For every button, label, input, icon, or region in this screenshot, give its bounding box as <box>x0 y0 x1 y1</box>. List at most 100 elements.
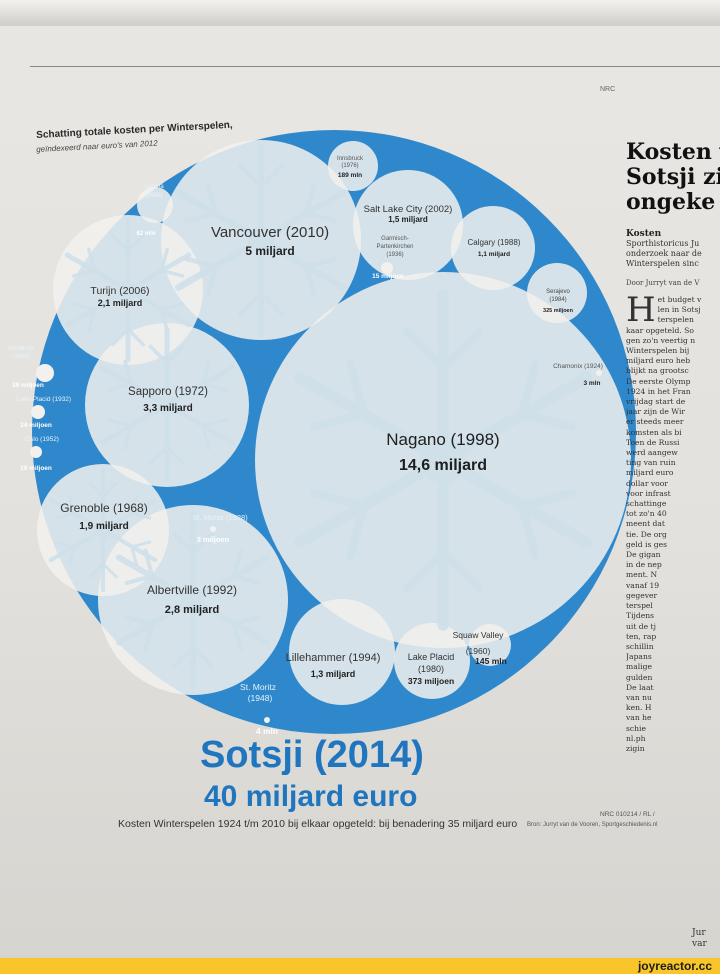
dropcap-letter: H <box>626 290 656 330</box>
article-headline-1: Kosten v <box>626 140 720 165</box>
article-footer-2: var <box>692 939 707 949</box>
bubble-innsbruck76 <box>328 141 378 191</box>
article-body-line-16: ting van ruin <box>626 458 676 468</box>
article-body-line-7: blijkt na grootsc <box>626 366 689 376</box>
article-body-line-18: dollar voor <box>626 478 668 488</box>
label-value-grenoble: 1,9 miljard <box>79 521 128 532</box>
label-city-sarajevo: (1984) <box>549 297 566 303</box>
article-body-line-38: De laat <box>626 682 654 692</box>
label-city-lakeplacid32: Lake Placid (1932) <box>17 396 71 403</box>
banner-text: joyreactor.cc <box>637 959 712 973</box>
folded-page-edge <box>0 0 720 26</box>
label-city-squaw: (1960) <box>466 646 491 656</box>
masthead: NRC <box>600 86 616 93</box>
label-value-lakeplacid32: 24 miljoen <box>20 422 52 429</box>
article-body-line-42: schie <box>626 723 646 733</box>
label-city-lillehammer: Lillehammer (1994) <box>286 652 381 664</box>
label-city-garmisch: Partenkirchen <box>376 244 413 250</box>
article-body-line-27: ment. N <box>626 570 658 580</box>
article-body-line-36: malige <box>626 662 652 672</box>
article-body-line-28: vanaf 19 <box>626 580 660 590</box>
article-lead-2: onderzoek naar de <box>626 249 702 258</box>
source-banner: joyreactor.cc <box>0 958 720 974</box>
label-city-squaw: Squaw Valley <box>453 630 505 640</box>
article-body-line-40: ken. H <box>626 703 652 713</box>
label-value-calgary: 1,1 miljard <box>478 251 510 258</box>
article-body-line-4: gen zo'n veertig n <box>626 335 696 345</box>
bubble-stmoritz48 <box>264 717 270 723</box>
bubble-sarajevo <box>527 263 587 323</box>
label-city-sapporo: Sapporo (1972) <box>128 386 208 398</box>
article-body-line-39: van nu <box>626 692 652 702</box>
article-column: Kosten v Sotsji zi ongeke Kosten Sporthi… <box>626 140 720 754</box>
article-body-line-0: et budget v <box>657 295 702 304</box>
article-body-line-5: Winterspelen bij <box>626 346 690 356</box>
label-value-vancouver: 5 miljard <box>245 244 294 258</box>
article-body-line-44: zigin <box>626 743 645 753</box>
label-city-innsbruck76: (1976) <box>341 163 358 169</box>
article-body-line-41: van he <box>626 713 652 723</box>
article-body-line-17: miljard euro <box>626 468 674 478</box>
label-city-lakeplacid80: Lake Placid <box>408 652 455 662</box>
article-body-line-23: tie. De org <box>626 529 667 539</box>
label-value-innsbruck76: 189 mln <box>338 172 362 179</box>
bubble-saltlake <box>353 170 463 280</box>
article-body-line-21: tot zo'n 40 <box>626 509 667 519</box>
bubble-chamonix <box>596 370 602 376</box>
label-value-oslo: 19 miljoen <box>20 465 52 472</box>
article-body-line-10: vrijdag start de <box>626 397 686 407</box>
article-body-line-30: terspel <box>626 601 653 611</box>
article-kicker: Kosten <box>626 229 662 239</box>
bubble-innsbruck64 <box>36 364 54 382</box>
label-value-nagano: 14,6 miljard <box>399 457 487 474</box>
article-body-line-8: De eerste Olymp <box>626 376 691 386</box>
label-city-lakeplacid80: (1980) <box>418 664 444 674</box>
page-rule <box>30 66 720 67</box>
article-body-line-15: werd aangew <box>626 448 678 458</box>
article-headline-2: Sotsji zi <box>626 164 720 190</box>
label-value-lillehammer: 1,3 miljard <box>311 669 356 679</box>
article-body-line-25: De gigan <box>626 550 661 560</box>
headline-cost: 40 miljard euro <box>204 780 418 813</box>
bubble-oslo <box>30 446 42 458</box>
label-city-cortina: (1956) <box>145 193 162 199</box>
article-body-line-12: er steeds meer <box>626 417 684 427</box>
article-body-line-24: geld is ges <box>626 539 668 549</box>
article-body-line-35: Japans <box>626 652 652 662</box>
label-city-stmoritz48: St. Moritz <box>240 682 276 692</box>
label-city-oslo: Oslo (1952) <box>25 436 59 443</box>
article-footer: Jur var <box>692 928 707 950</box>
article-lead-1: Sporthistoricus Ju <box>626 239 700 248</box>
article-lead-3: Winterspelen sinc <box>626 259 699 268</box>
label-city-innsbruck64: (1964) <box>12 354 29 360</box>
article-body-line-33: ten, rap <box>626 631 657 641</box>
label-value-sapporo: 3,3 miljard <box>143 403 192 414</box>
label-value-lakeplacid80: 373 miljoen <box>408 676 454 686</box>
bubble-stmoritz28 <box>210 526 216 532</box>
label-city-stmoritz28: St. Moritz (1928) <box>192 513 248 522</box>
label-value-cortina: 62 mln <box>136 231 155 237</box>
article-footer-1: Jur <box>692 928 706 938</box>
bubble-lakeplacid80 <box>394 623 470 699</box>
article-body-line-1: len in Sotsj <box>657 305 701 315</box>
label-city-grenoble: Grenoble (1968) <box>60 501 147 515</box>
article-body-line-26: in de nep <box>626 560 662 570</box>
label-city-cortina: Cortina <box>144 184 164 190</box>
label-city-nagano: Nagano (1998) <box>386 430 499 449</box>
label-value-sarajevo: 325 miljoen <box>543 308 574 314</box>
label-city-garmisch: Garmisch- <box>381 236 409 242</box>
label-city-calgary: Calgary (1988) <box>468 238 521 247</box>
article-body-line-32: uit de tj <box>626 621 656 631</box>
article-body-line-19: voor infrast <box>626 488 671 498</box>
article-body-line-3: kaar opgeteld. So <box>626 325 694 335</box>
article-body-line-34: schillin <box>626 641 654 651</box>
label-city-sarajevo: Serajevo <box>546 289 570 295</box>
bubble-squaw <box>469 624 511 666</box>
article-body-line-31: Tijdens <box>626 611 654 621</box>
article-body-line-29: gegever <box>626 590 658 600</box>
article-body-line-6: miljard euro heb <box>626 356 691 366</box>
bubble-garmisch <box>381 262 393 274</box>
chart-footnote: Kosten Winterspelen 1924 t/m 2010 bij el… <box>118 818 518 830</box>
label-city-innsbruck76: Innsbruck <box>337 156 364 162</box>
